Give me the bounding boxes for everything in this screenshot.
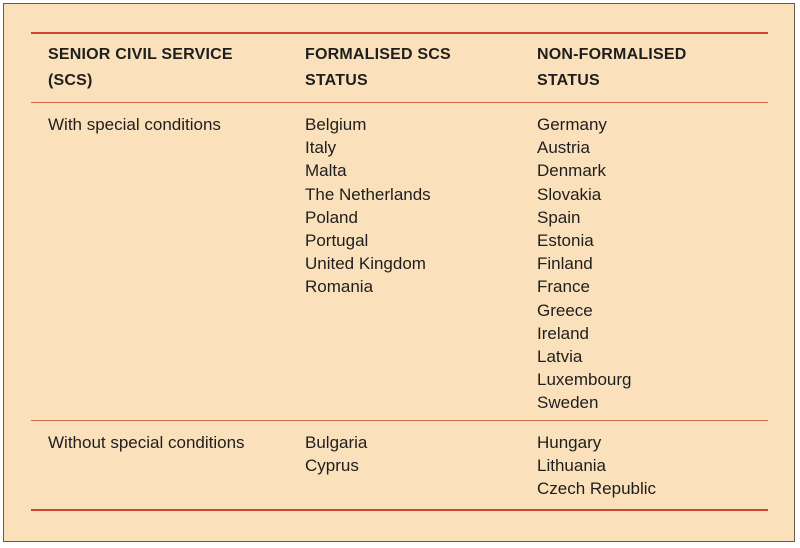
country-item: United Kingdom: [305, 254, 426, 274]
country-item: Bulgaria: [305, 433, 368, 452]
country-item: Portugal: [305, 231, 369, 251]
country-item: Belgium: [305, 115, 367, 134]
header-scs-line2: (SCS): [48, 72, 93, 89]
country-item: Cyprus: [305, 456, 359, 476]
country-item: Luxembourg: [537, 370, 632, 390]
bottom-rule: [31, 509, 768, 511]
table-panel: SENIOR CIVIL SERVICE (SCS) FORMALISED SC…: [3, 3, 795, 542]
country-item: Romania: [305, 277, 374, 297]
country-item: Malta: [305, 161, 347, 181]
header-scs: SENIOR CIVIL SERVICE (SCS): [48, 42, 233, 94]
country-item: Estonia: [537, 231, 594, 251]
header-formalised-line1: FORMALISED SCS: [305, 46, 451, 63]
header-rule: [31, 102, 768, 103]
country-item: Austria: [537, 138, 590, 158]
header-non-formalised: NON-FORMALISED STATUS: [537, 42, 686, 94]
header-formalised: FORMALISED SCS STATUS: [305, 42, 451, 94]
country-item: Germany: [537, 115, 607, 134]
row2-formalised-list: Bulgaria Cyprus: [305, 431, 367, 477]
country-item: Sweden: [537, 393, 599, 413]
row1-non-formalised-list: Germany Austria Denmark Slovakia Spain Estoni…: [537, 113, 632, 415]
country-item: Greece: [537, 300, 593, 320]
country-item: Denmark: [537, 161, 606, 181]
row-label-without-conditions: Without special conditions: [48, 433, 245, 452]
row-divider: [31, 420, 768, 421]
row1-formalised-list: Belgium Italy Malta The Netherlands Poland Po…: [305, 113, 431, 299]
country-item: Italy: [305, 138, 337, 158]
country-item: Hungary: [537, 433, 602, 452]
country-item: Lithuania: [537, 456, 607, 476]
country-item: Spain: [537, 207, 581, 227]
country-item: France: [537, 277, 590, 297]
header-formalised-line2: STATUS: [305, 72, 368, 89]
top-rule: [31, 32, 768, 34]
country-item: Poland: [305, 207, 358, 227]
country-item: The Netherlands: [305, 184, 431, 204]
row-label-with-conditions: With special conditions: [48, 115, 221, 134]
row2-non-formalised-list: Hungary Lithuania Czech Republic: [537, 431, 656, 501]
country-item: Ireland: [537, 323, 589, 343]
header-non-formalised-line1: NON-FORMALISED: [537, 46, 687, 63]
header-non-formalised-line2: STATUS: [537, 72, 600, 89]
country-item: Latvia: [537, 347, 583, 367]
country-item: Czech Republic: [537, 479, 657, 499]
country-item: Finland: [537, 254, 593, 274]
header-scs-line1: SENIOR CIVIL SERVICE: [48, 46, 233, 63]
country-item: Slovakia: [537, 184, 602, 204]
